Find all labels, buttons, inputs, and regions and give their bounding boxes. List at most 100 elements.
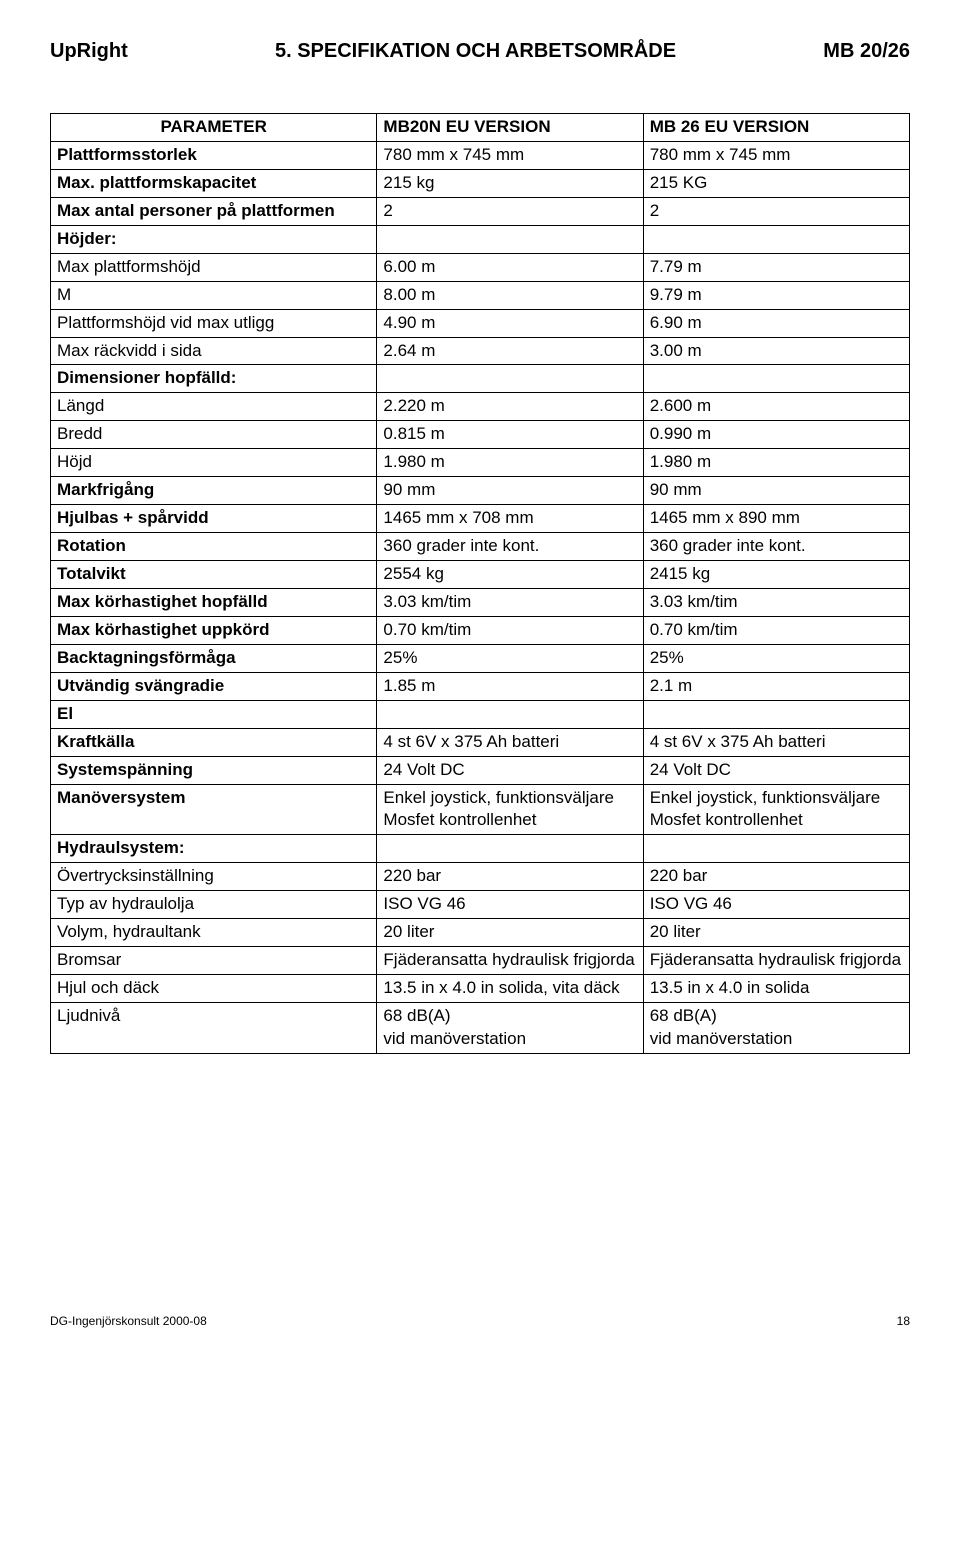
value-cell-v1: 20 liter xyxy=(377,919,643,947)
value-cell-v1: Fjäderansatta hydraulisk frigjorda xyxy=(377,947,643,975)
param-cell: Höjd xyxy=(51,449,377,477)
param-cell: Max körhastighet uppkörd xyxy=(51,616,377,644)
table-row: Utvändig svängradie1.85 m2.1 m xyxy=(51,672,910,700)
param-cell: Totalvikt xyxy=(51,561,377,589)
col-header-v2: MB 26 EU VERSION xyxy=(643,114,909,142)
param-cell: Systemspänning xyxy=(51,756,377,784)
value-cell-v1: 0.815 m xyxy=(377,421,643,449)
value-cell-v2: 2.600 m xyxy=(643,393,909,421)
param-cell: Övertrycksinställning xyxy=(51,863,377,891)
value-cell-v1: 1.980 m xyxy=(377,449,643,477)
param-cell: Bredd xyxy=(51,421,377,449)
value-cell-v1: 4.90 m xyxy=(377,309,643,337)
value-cell-v1: 2 xyxy=(377,197,643,225)
table-row: Kraftkälla4 st 6V x 375 Ah batteri4 st 6… xyxy=(51,728,910,756)
value-cell-v1: 1465 mm x 708 mm xyxy=(377,505,643,533)
value-cell-v2: 2 xyxy=(643,197,909,225)
value-cell-v2: 24 Volt DC xyxy=(643,756,909,784)
value-cell-v2: 1465 mm x 890 mm xyxy=(643,505,909,533)
value-cell-v2: ISO VG 46 xyxy=(643,891,909,919)
value-cell-v1: 2.64 m xyxy=(377,337,643,365)
table-row: Höjd1.980 m1.980 m xyxy=(51,449,910,477)
table-row: Backtagningsförmåga25%25% xyxy=(51,644,910,672)
param-cell: Kraftkälla xyxy=(51,728,377,756)
value-cell-v1: 24 Volt DC xyxy=(377,756,643,784)
value-cell-v1: 3.03 km/tim xyxy=(377,588,643,616)
value-cell-v2: 20 liter xyxy=(643,919,909,947)
param-cell: Plattformsstorlek xyxy=(51,141,377,169)
value-cell-v2: 215 KG xyxy=(643,169,909,197)
table-row: Volym, hydraultank20 liter20 liter xyxy=(51,919,910,947)
param-cell: Markfrigång xyxy=(51,477,377,505)
value-cell-v1: 8.00 m xyxy=(377,281,643,309)
param-cell: Max antal personer på plattformen xyxy=(51,197,377,225)
table-row: Plattformshöjd vid max utligg4.90 m6.90 … xyxy=(51,309,910,337)
value-cell-v2: 9.79 m xyxy=(643,281,909,309)
table-row: Max räckvidd i sida2.64 m3.00 m xyxy=(51,337,910,365)
value-cell-v2: Enkel joystick, funktionsväljare Mosfet … xyxy=(643,784,909,835)
param-cell: Plattformshöjd vid max utligg xyxy=(51,309,377,337)
table-row: Totalvikt2554 kg2415 kg xyxy=(51,561,910,589)
param-cell: Höjder: xyxy=(51,225,377,253)
param-cell: Rotation xyxy=(51,533,377,561)
col-header-parameter: PARAMETER xyxy=(51,114,377,142)
value-cell-v2: 220 bar xyxy=(643,863,909,891)
param-cell: Bromsar xyxy=(51,947,377,975)
value-cell-v1: 780 mm x 745 mm xyxy=(377,141,643,169)
value-cell-v2: 25% xyxy=(643,644,909,672)
table-row: Systemspänning24 Volt DC24 Volt DC xyxy=(51,756,910,784)
value-cell-v2: 7.79 m xyxy=(643,253,909,281)
table-row: Max körhastighet uppkörd0.70 km/tim0.70 … xyxy=(51,616,910,644)
table-row: Max antal personer på plattformen22 xyxy=(51,197,910,225)
table-row: Plattformsstorlek780 mm x 745 mm780 mm x… xyxy=(51,141,910,169)
header-left: UpRight xyxy=(50,40,128,63)
table-row: Längd2.220 m2.600 m xyxy=(51,393,910,421)
value-cell-v1: 13.5 in x 4.0 in solida, vita däck xyxy=(377,975,643,1003)
table-row: BromsarFjäderansatta hydraulisk frigjord… xyxy=(51,947,910,975)
value-cell-v1: 25% xyxy=(377,644,643,672)
footer-left: DG-Ingenjörskonsult 2000-08 xyxy=(50,1314,207,1328)
value-cell-v2: 13.5 in x 4.0 in solida xyxy=(643,975,909,1003)
param-cell: El xyxy=(51,700,377,728)
table-row: Max. plattformskapacitet215 kg215 KG xyxy=(51,169,910,197)
table-row: Övertrycksinställning220 bar220 bar xyxy=(51,863,910,891)
table-row: Höjder: xyxy=(51,225,910,253)
param-cell: Hydraulsystem: xyxy=(51,835,377,863)
value-cell-v1: 0.70 km/tim xyxy=(377,616,643,644)
table-row: Max körhastighet hopfälld3.03 km/tim3.03… xyxy=(51,588,910,616)
value-cell-v2 xyxy=(643,365,909,393)
table-row: M8.00 m9.79 m xyxy=(51,281,910,309)
table-row: Hjulbas + spårvidd1465 mm x 708 mm1465 m… xyxy=(51,505,910,533)
value-cell-v2: 0.70 km/tim xyxy=(643,616,909,644)
table-row: Rotation360 grader inte kont.360 grader … xyxy=(51,533,910,561)
param-cell: Hjulbas + spårvidd xyxy=(51,505,377,533)
table-row: Hydraulsystem: xyxy=(51,835,910,863)
value-cell-v2 xyxy=(643,700,909,728)
table-row: Dimensioner hopfälld: xyxy=(51,365,910,393)
value-cell-v1: 4 st 6V x 375 Ah batteri xyxy=(377,728,643,756)
param-cell: Max räckvidd i sida xyxy=(51,337,377,365)
value-cell-v2: 4 st 6V x 375 Ah batteri xyxy=(643,728,909,756)
value-cell-v1: ISO VG 46 xyxy=(377,891,643,919)
value-cell-v1: Enkel joystick, funktionsväljare Mosfet … xyxy=(377,784,643,835)
header-right: MB 20/26 xyxy=(823,40,910,63)
value-cell-v1: 220 bar xyxy=(377,863,643,891)
value-cell-v2: 68 dB(A) vid manöverstation xyxy=(643,1003,909,1054)
header-center: 5. SPECIFIKATION OCH ARBETSOMRÅDE xyxy=(275,40,676,63)
param-cell: Längd xyxy=(51,393,377,421)
table-row: Max plattformshöjd6.00 m7.79 m xyxy=(51,253,910,281)
value-cell-v1: 90 mm xyxy=(377,477,643,505)
value-cell-v2: 6.90 m xyxy=(643,309,909,337)
value-cell-v2: 3.00 m xyxy=(643,337,909,365)
value-cell-v1: 2554 kg xyxy=(377,561,643,589)
page-header: UpRight 5. SPECIFIKATION OCH ARBETSOMRÅD… xyxy=(50,40,910,63)
param-cell: Ljudnivå xyxy=(51,1003,377,1054)
value-cell-v2: 1.980 m xyxy=(643,449,909,477)
param-cell: Typ av hydraulolja xyxy=(51,891,377,919)
value-cell-v1 xyxy=(377,365,643,393)
param-cell: Utvändig svängradie xyxy=(51,672,377,700)
param-cell: Volym, hydraultank xyxy=(51,919,377,947)
value-cell-v1 xyxy=(377,700,643,728)
table-row: Markfrigång90 mm90 mm xyxy=(51,477,910,505)
table-row: ManöversystemEnkel joystick, funktionsvä… xyxy=(51,784,910,835)
